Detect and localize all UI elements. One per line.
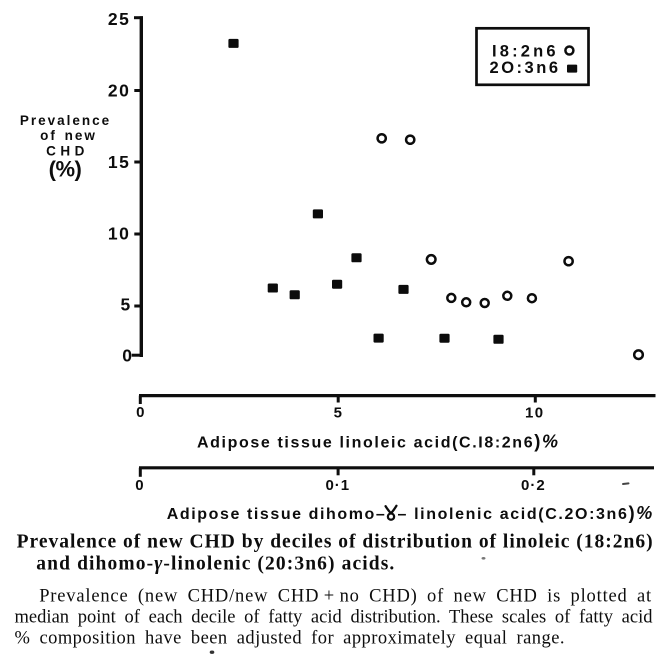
- svg-text:0: 0: [122, 346, 133, 366]
- svg-text:Prevalence: Prevalence: [20, 113, 111, 128]
- svg-text:Adipose tissue dihomo–: Adipose tissue dihomo–: [167, 506, 385, 523]
- svg-text:% composition have been adjust: % composition have been adjusted for app…: [15, 628, 565, 648]
- svg-text:10: 10: [108, 224, 131, 244]
- svg-text:(%): (%): [49, 157, 82, 182]
- svg-text:0·1: 0·1: [325, 477, 350, 494]
- svg-text:median point of each decile of: median point of each decile of fatty aci…: [15, 607, 654, 627]
- svg-text:0: 0: [135, 477, 143, 494]
- svg-text:of new: of new: [40, 128, 97, 143]
- svg-text:– linolenic acid(C.2O:3n6)%: – linolenic acid(C.2O:3n6)%: [398, 502, 653, 523]
- svg-text:20: 20: [108, 80, 131, 100]
- svg-text:and dihomo-γ-linolenic (20:3n6: and dihomo-γ-linolenic (20:3n6) acids.: [36, 554, 394, 575]
- svg-text:5: 5: [334, 405, 342, 422]
- svg-text:Prevalence (new CHD/new CHD +: Prevalence (new CHD/new CHD + no CHD) of…: [39, 586, 652, 606]
- svg-text:15: 15: [108, 152, 131, 172]
- svg-text:0: 0: [136, 404, 144, 421]
- svg-text:I8:2n6: I8:2n6: [492, 43, 556, 61]
- svg-text:0·2: 0·2: [521, 477, 546, 494]
- svg-text:2O:3n6: 2O:3n6: [490, 59, 559, 77]
- svg-text:Prevalence of new CHD by decil: Prevalence of new CHD by deciles of dist…: [17, 532, 653, 553]
- svg-text:Adipose tissue linoleic acid(C: Adipose tissue linoleic acid(C.I8:2n6)%: [197, 431, 558, 452]
- svg-text:CHD: CHD: [46, 143, 89, 158]
- svg-text:5: 5: [120, 294, 131, 314]
- svg-text:10: 10: [525, 405, 545, 422]
- svg-text:25: 25: [108, 9, 131, 29]
